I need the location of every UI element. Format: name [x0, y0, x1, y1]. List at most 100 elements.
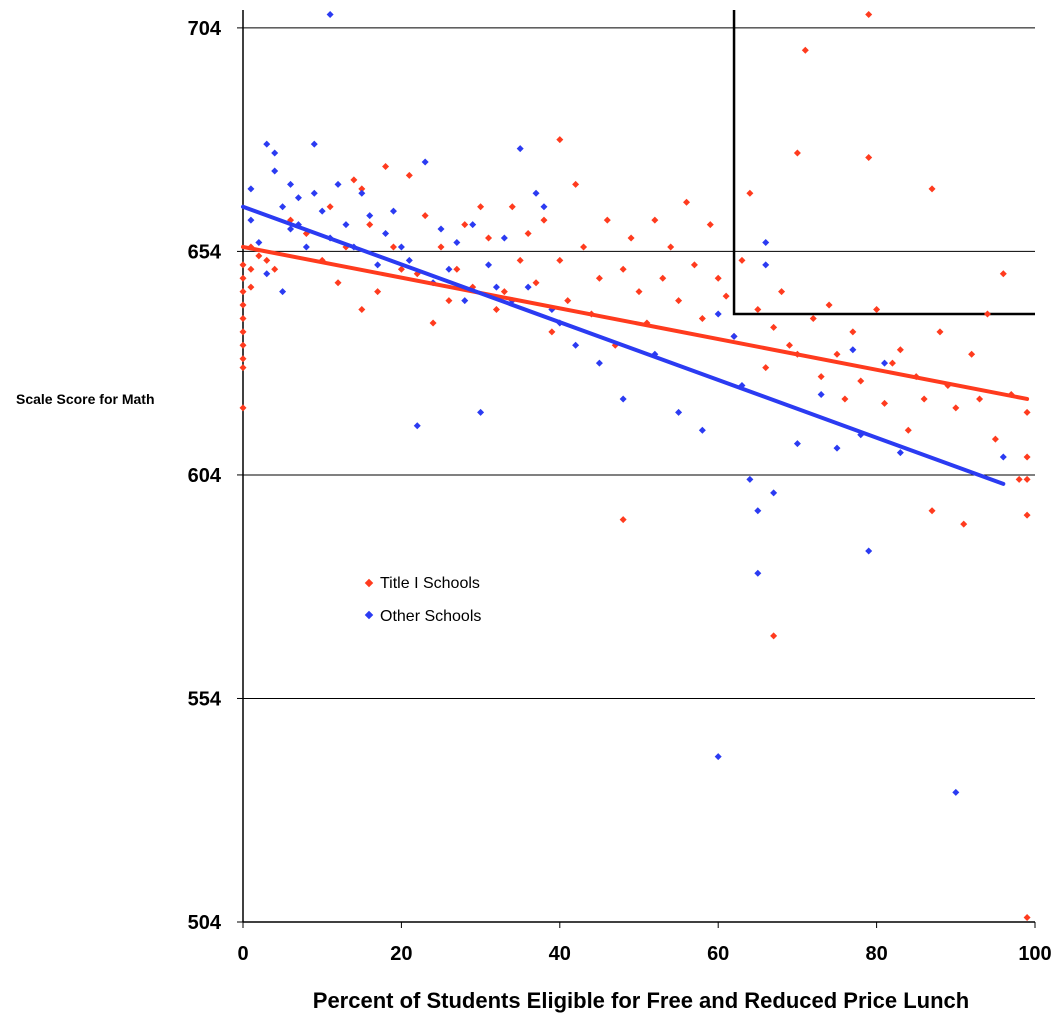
point-title-i-117 [1023, 475, 1031, 483]
point-other-1 [247, 216, 255, 224]
point-title-i-40 [485, 234, 493, 242]
point-title-i-6 [239, 341, 247, 349]
point-title-i-60 [627, 234, 635, 242]
point-title-i-88 [833, 350, 841, 358]
point-title-i-45 [524, 230, 532, 238]
point-other-67 [849, 346, 857, 354]
point-title-i-9 [239, 404, 247, 412]
x-tick-label-20: 20 [390, 943, 412, 965]
point-title-i-1 [239, 274, 247, 282]
point-title-i-83 [793, 149, 801, 157]
point-title-i-84 [801, 46, 809, 54]
point-title-i-85 [809, 314, 817, 322]
point-title-i-61 [635, 288, 643, 296]
point-other-3 [263, 270, 271, 278]
point-title-i-51 [564, 297, 572, 305]
point-other-10 [287, 225, 295, 233]
point-other-23 [366, 212, 374, 220]
point-title-i-4 [239, 314, 247, 322]
point-title-i-25 [366, 221, 374, 229]
legend-label-title-i: Title I Schools [380, 575, 480, 592]
point-title-i-81 [785, 341, 793, 349]
point-title-i-80 [778, 288, 786, 296]
y-tick-label-554: 554 [188, 688, 222, 710]
reference-line-0 [732, 10, 1035, 316]
y-tick-label-504: 504 [188, 912, 222, 934]
point-title-i-109 [983, 310, 991, 318]
point-other-27 [397, 243, 405, 251]
point-title-i-15 [271, 265, 279, 273]
trend-lines [241, 204, 1030, 486]
point-title-i-65 [667, 243, 675, 251]
point-title-i-19 [326, 203, 334, 211]
x-tick-label-60: 60 [707, 943, 729, 965]
point-other-65 [817, 390, 825, 398]
point-title-i-69 [698, 314, 706, 322]
point-title-i-55 [595, 274, 603, 282]
x-tick-label-80: 80 [865, 943, 887, 965]
point-title-i-11 [247, 265, 255, 273]
point-title-i-70 [706, 221, 714, 229]
point-other-34 [453, 238, 461, 246]
point-other-37 [477, 408, 485, 416]
point-other-22 [358, 189, 366, 197]
y-tick-label-654: 654 [188, 241, 222, 263]
point-other-7 [279, 203, 287, 211]
point-title-i-12 [247, 283, 255, 291]
point-title-i-27 [382, 162, 390, 170]
point-title-i-74 [738, 256, 746, 264]
point-other-42 [516, 145, 524, 153]
y-tick-label-704: 704 [188, 18, 222, 40]
point-other-66 [833, 444, 841, 452]
point-other-5 [271, 149, 279, 157]
point-title-i-2 [239, 288, 247, 296]
point-title-i-87 [825, 301, 833, 309]
point-title-i-44 [516, 256, 524, 264]
point-other-14 [310, 140, 318, 148]
point-other-55 [714, 753, 722, 761]
point-title-i-33 [429, 319, 437, 327]
point-title-i-8 [239, 364, 247, 372]
point-title-i-91 [857, 377, 865, 385]
point-title-i-39 [477, 203, 485, 211]
point-other-8 [279, 288, 287, 296]
point-title-i-56 [603, 216, 611, 224]
point-title-i-37 [461, 221, 469, 229]
point-title-i-90 [849, 328, 857, 336]
point-title-i-47 [540, 216, 548, 224]
point-title-i-75 [746, 189, 754, 197]
point-title-i-42 [500, 288, 508, 296]
point-title-i-93 [865, 154, 873, 162]
point-title-i-72 [722, 292, 730, 300]
point-other-49 [595, 359, 603, 367]
y-tick-label-604: 604 [188, 465, 222, 487]
legend: Title I Schools Other Schools [364, 575, 481, 625]
point-title-i-97 [896, 346, 904, 354]
point-other-16 [318, 207, 326, 215]
point-other-58 [746, 475, 754, 483]
point-title-i-13 [255, 252, 263, 260]
point-other-15 [310, 189, 318, 197]
y-axis-label: Scale Score for Math [16, 391, 155, 407]
point-other-61 [762, 238, 770, 246]
point-title-i-114 [1023, 408, 1031, 416]
point-title-i-98 [904, 426, 912, 434]
point-other-26 [389, 207, 397, 215]
point-title-i-95 [881, 399, 889, 407]
point-title-i-23 [358, 185, 366, 193]
point-title-i-22 [350, 176, 358, 184]
point-title-i-50 [556, 256, 564, 264]
legend-marker-other [364, 610, 374, 620]
point-other-2 [255, 238, 263, 246]
point-other-53 [698, 426, 706, 434]
point-title-i-102 [928, 507, 936, 515]
point-title-i-46 [532, 279, 540, 287]
point-other-30 [421, 158, 429, 166]
point-title-i-20 [334, 279, 342, 287]
point-title-i-66 [675, 297, 683, 305]
point-other-45 [540, 203, 548, 211]
point-title-i-24 [358, 306, 366, 314]
point-title-i-59 [619, 265, 627, 273]
point-title-i-35 [445, 297, 453, 305]
point-title-i-67 [683, 198, 691, 206]
